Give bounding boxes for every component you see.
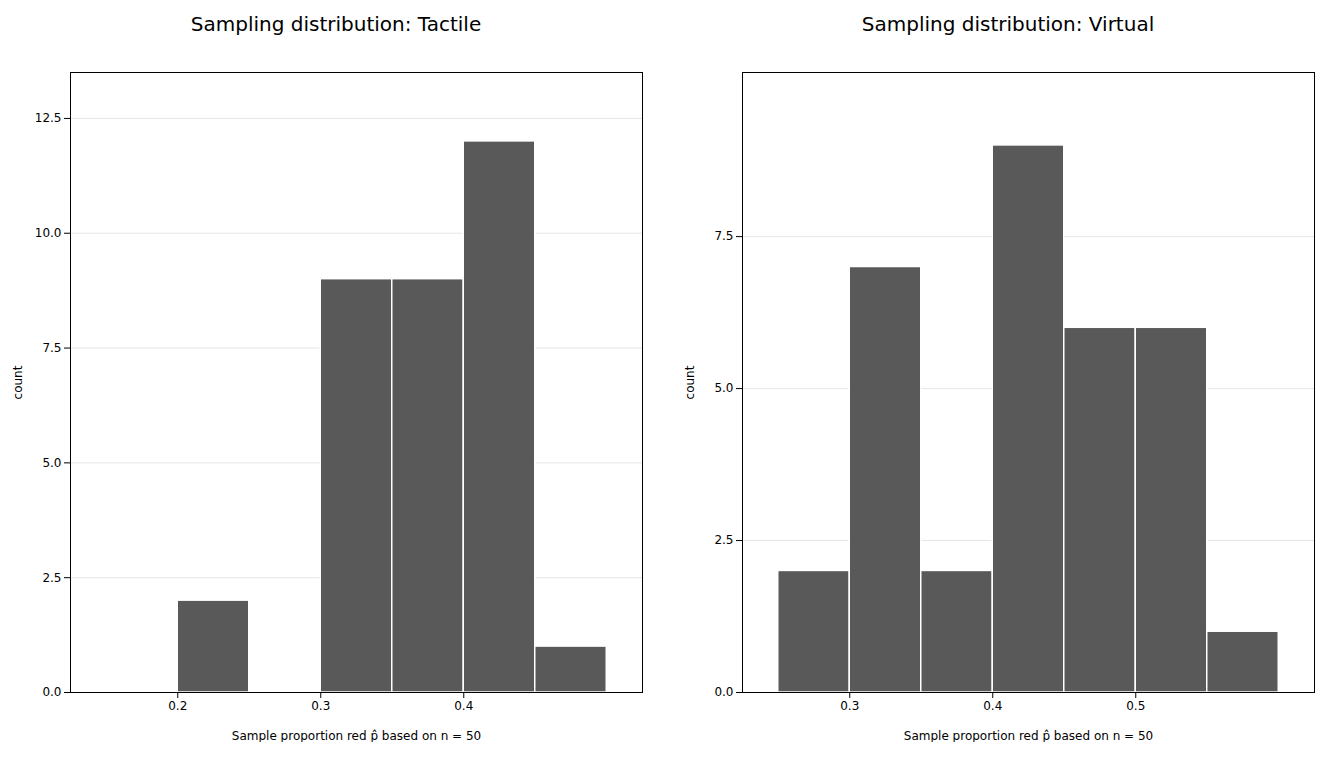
svg-text:Sample proportion red p̂ based: Sample proportion red p̂ based on n = 50 [904,729,1153,743]
svg-text:7.5: 7.5 [42,341,61,355]
svg-text:7.5: 7.5 [714,229,733,243]
svg-text:2.5: 2.5 [42,571,61,585]
html-text:Sampling distribution: Tactile: Sampling distribution: Tactile [190,12,482,36]
svg-text:0.5: 0.5 [1126,699,1145,713]
svg-text:0.0: 0.0 [714,685,733,699]
svg-text:0.2: 0.2 [168,699,187,713]
svg-text:0.0: 0.0 [42,685,61,699]
svg-text:5.0: 5.0 [42,456,61,470]
svg-text:count: count [11,365,25,399]
html-text:Sampling distribution: Virtual: Sampling distribution: Virtual [861,12,1155,36]
svg-text:0.3: 0.3 [840,699,859,713]
svg-text:count: count [683,365,697,399]
svg-text:Sample proportion red p̂ based: Sample proportion red p̂ based on n = 50 [232,729,481,743]
svg-text:0.3: 0.3 [311,699,330,713]
svg-text:0.4: 0.4 [454,699,473,713]
svg-text:10.0: 10.0 [35,226,62,240]
svg-text:0.4: 0.4 [983,699,1002,713]
svg-text:2.5: 2.5 [714,533,733,547]
svg-text:12.5: 12.5 [35,111,62,125]
svg-text:5.0: 5.0 [714,381,733,395]
